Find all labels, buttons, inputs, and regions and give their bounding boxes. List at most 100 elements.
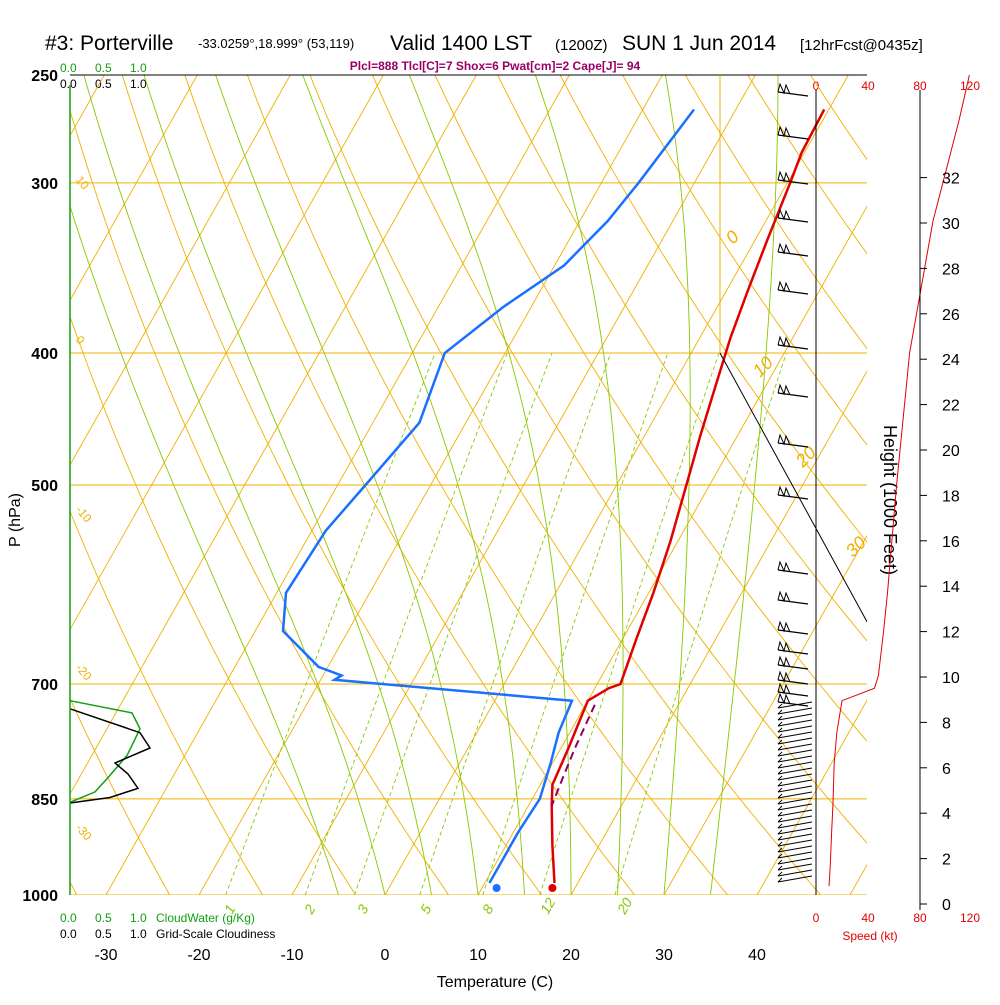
wind-barb-staff: [778, 665, 808, 669]
wind-barb-staff: [778, 756, 812, 762]
mixing-ratio-line: [354, 353, 552, 895]
wind-barb-staff: [778, 732, 812, 738]
wind-barb-staff: [778, 692, 808, 696]
wind-barb-staff: [778, 714, 812, 720]
wind-barb-staff: [778, 252, 808, 256]
cloudwater-tick-1: 0.5: [95, 61, 112, 75]
zulu-time: (1200Z): [555, 37, 608, 54]
wind-barb-staff: [778, 720, 812, 726]
speed-axis-label: Speed (kt): [842, 929, 897, 943]
cloudiness-tick-0: 0.0: [60, 77, 77, 91]
speed-bot-tick-1: 40: [861, 911, 875, 925]
cloudiness-btick-1: 0.5: [95, 927, 112, 941]
pressure-tick-label: 300: [31, 176, 58, 193]
mixing-ratio-label: 8: [479, 902, 497, 917]
dry-adiabat-label: 10: [749, 353, 777, 381]
cloudwater-tick-2: 1.0: [130, 61, 147, 75]
wind-barb-staff: [778, 774, 812, 780]
speed-top-tick-3: 120: [960, 79, 980, 93]
isotherm-line: [850, 75, 1000, 895]
wind-barb-staff: [778, 92, 808, 96]
wind-barb-staff: [778, 708, 812, 714]
wind-barb-staff: [778, 393, 808, 397]
temp-tick-label: -30: [94, 947, 117, 964]
wind-barb-staff: [778, 816, 812, 822]
pressure-tick-label: 700: [31, 677, 58, 694]
temp-tick-label: -10: [280, 947, 303, 964]
sounding-params: Plcl=888 Tlcl[C]=7 Shox=6 Pwat[cm]=2 Cap…: [350, 59, 641, 73]
dry-adiabat-line: [239, 51, 752, 924]
surface-dewpoint-marker: [493, 884, 501, 892]
cloudiness-tick-2: 1.0: [130, 77, 147, 91]
height-tick-label: 8: [942, 715, 951, 732]
mixing-ratio-line: [226, 353, 435, 895]
moist-adiabat-label: 10: [73, 173, 93, 192]
wind-barb-staff: [778, 600, 808, 604]
wind-barb-staff: [778, 828, 812, 834]
height-tick-label: 12: [942, 625, 960, 642]
dewpoint-line: [283, 110, 694, 884]
temp-tick-label: 40: [748, 947, 766, 964]
height-tick-label: 10: [942, 670, 960, 687]
height-tick-label: 24: [942, 352, 960, 369]
valid-time: Valid 1400 LST: [390, 32, 532, 55]
temp-tick-label: 0: [381, 947, 390, 964]
wind-barb-staff: [778, 810, 812, 816]
speed-top-tick-1: 40: [861, 79, 875, 93]
dry-adiabat-line: [733, 51, 1000, 924]
mixing-ratio-line: [540, 353, 719, 895]
data-series: [70, 75, 969, 892]
dry-adiabat-line: [177, 51, 658, 924]
wind-barb-staff: [778, 762, 812, 768]
station-coords: -33.0259°,18.999° (53,119): [198, 36, 354, 51]
parcel-line: [552, 705, 595, 806]
wind-barb-staff: [778, 495, 808, 499]
station-title: #3: Porterville: [45, 32, 173, 55]
speed-bot-tick-3: 120: [960, 911, 980, 925]
valid-date: SUN 1 Jun 2014: [622, 32, 776, 55]
mixing-ratio-label: 12: [537, 895, 559, 917]
wind-barb-staff: [778, 290, 808, 294]
cloudwater-label: CloudWater (g/Kg): [156, 911, 255, 925]
height-tick-label: 22: [942, 398, 960, 415]
cloudiness-label: Grid-Scale Cloudiness: [156, 927, 275, 941]
cloudiness-btick-2: 1.0: [130, 927, 147, 941]
height-tick-label: 4: [942, 806, 951, 823]
height-axis-label: Height (1000 Feet): [880, 425, 900, 575]
dry-adiabat-line: [424, 51, 1000, 924]
mixing-ratio-line: [305, 353, 507, 895]
mixing-ratio-label: 2: [300, 902, 318, 918]
isotherm-line: [943, 75, 1000, 895]
wind-barb-staff: [778, 218, 808, 222]
cloudiness-line: [70, 709, 150, 803]
forecast-info: [12hrFcst@0435z]: [800, 37, 923, 54]
y-axis-label: P (hPa): [7, 493, 24, 547]
wind-barb-staff: [778, 650, 808, 654]
pressure-tick-label: 250: [31, 68, 58, 85]
wind-barb-staff: [778, 630, 808, 634]
wind-barb-staff: [778, 840, 812, 846]
cloudwater-btick-1: 0.5: [95, 911, 112, 925]
height-tick-label: 30: [942, 216, 960, 233]
mixing-ratio-label: 3: [354, 902, 372, 917]
temp-tick-label: 30: [655, 947, 673, 964]
isotherm-line: [0, 75, 11, 895]
temp-tick-label: -20: [187, 947, 210, 964]
wind-barb-staff: [778, 570, 808, 574]
pressure-tick-label: 1000: [22, 888, 58, 905]
wind-barb-staff: [778, 792, 812, 798]
surface-temperature-marker: [548, 884, 556, 892]
wind-barb-staff: [778, 834, 812, 840]
wind-barb-staff: [778, 726, 812, 732]
wind-barb-staff: [778, 870, 812, 876]
speed-bot-tick-0: 0: [813, 911, 820, 925]
mixing-ratio-label: 20: [613, 895, 635, 918]
grid-lines: [0, 51, 1000, 924]
height-tick-label: 16: [942, 534, 960, 551]
pressure-tick-label: 850: [31, 792, 58, 809]
wind-barb-staff: [778, 780, 812, 786]
height-tick-label: 32: [942, 171, 960, 188]
moist-adiabat-label: -10: [73, 503, 95, 526]
wind-barb-staff: [778, 858, 812, 864]
